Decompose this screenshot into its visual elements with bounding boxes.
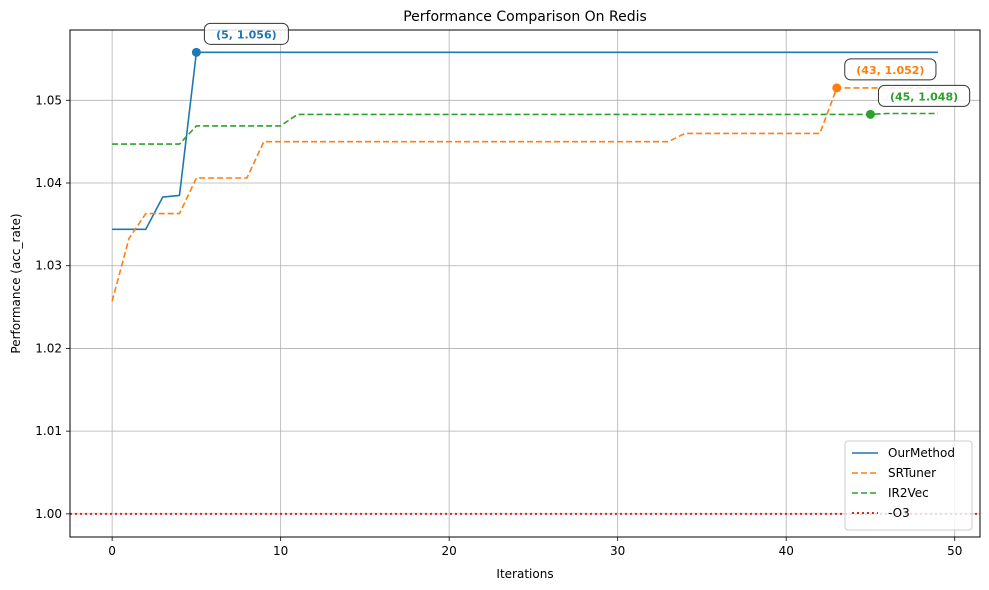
y-tick-label: 1.03 [35,259,62,273]
y-axis-ticks: 1.00 1.01 1.02 1.03 1.04 1.05 [35,93,70,521]
chart-title: Performance Comparison On Redis [403,9,647,25]
annotation-layer: (5, 1.056) (43, 1.052) (45, 1.048) [203,22,971,107]
plot-frame [69,29,981,538]
series-line-ir2vec [112,112,938,145]
x-axis-title: Iterations [496,567,553,581]
grid [70,30,980,537]
annotation-label: (45, 1.048) [890,90,958,103]
annotation-label: (5, 1.056) [216,28,277,41]
legend-box [844,440,973,531]
annotation-box [844,58,937,81]
x-tick-label: 0 [108,544,116,558]
x-tick-label: 20 [442,544,457,558]
highlight-point [832,83,842,93]
annotation-box [203,22,289,45]
y-axis-title: Performance (acc_rate) [9,213,23,353]
legend-label: IR2Vec [888,486,929,500]
legend-label: OurMethod [888,446,955,460]
x-axis-ticks: 0 10 20 30 40 50 [108,537,962,558]
y-tick-label: 1.01 [35,424,62,438]
series-line-ourmethod [112,51,938,231]
x-tick-label: 50 [947,544,962,558]
y-tick-label: 1.00 [35,507,62,521]
series-layer [111,51,938,302]
legend-label: SRTuner [888,466,936,480]
legend-label: -O3 [888,506,910,520]
y-tick-label: 1.02 [35,341,62,355]
highlight-point [191,47,201,57]
series-line-srtuner [111,87,938,302]
legend: OurMethod SRTuner IR2Vec -O3 [844,440,973,531]
y-tick-label: 1.05 [35,93,62,107]
annotation-box [877,84,971,107]
highlight-point [865,109,875,119]
x-tick-label: 10 [273,544,288,558]
marker-layer [191,47,875,119]
annotation-label: (43, 1.052) [856,64,924,77]
x-tick-label: 40 [779,544,794,558]
y-tick-label: 1.04 [35,176,62,190]
x-tick-label: 30 [610,544,625,558]
